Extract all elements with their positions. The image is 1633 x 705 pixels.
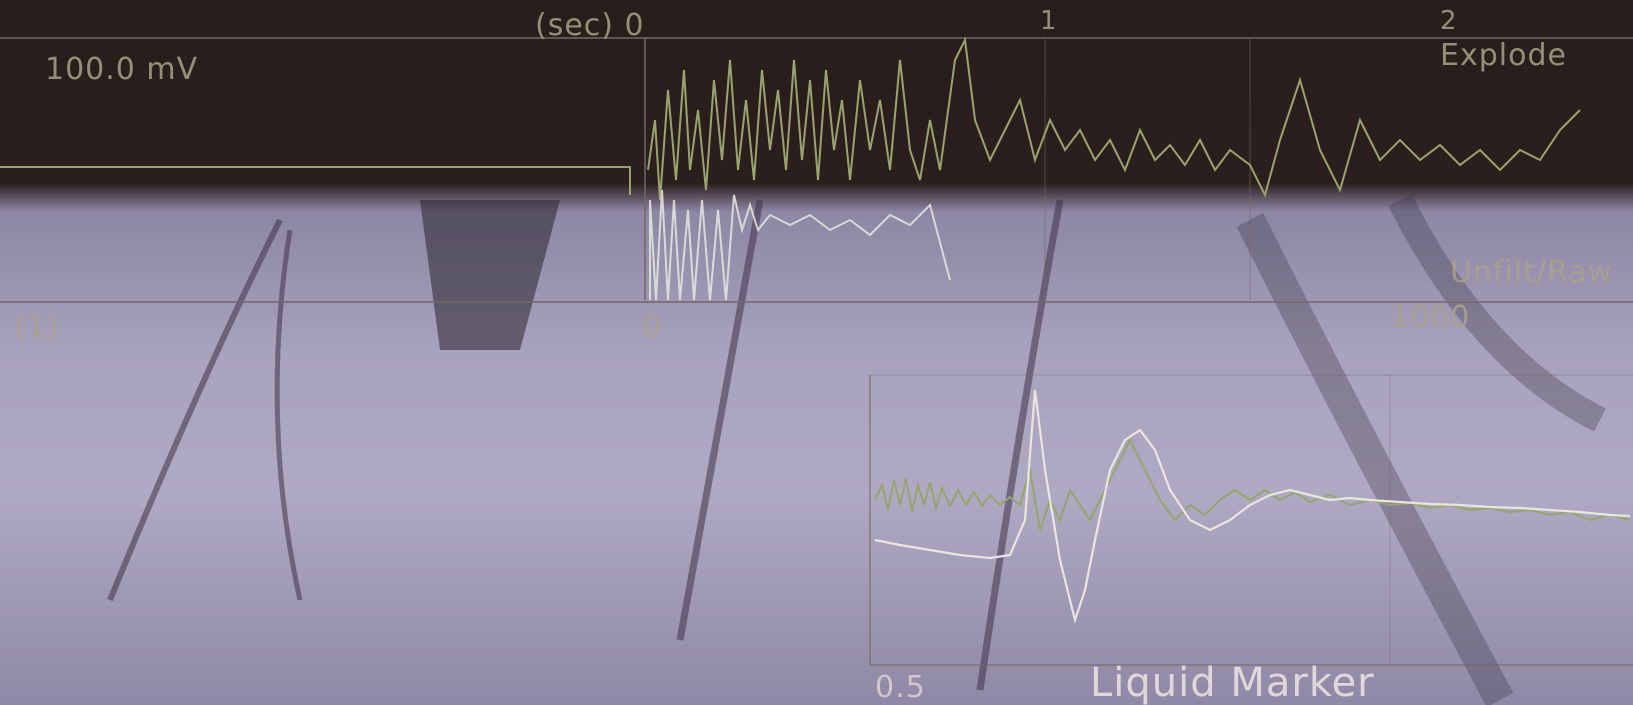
tree-reflection (107, 194, 1606, 705)
time-tick-2: 2 (1440, 6, 1458, 36)
scale-label: Unfilt/Raw (1450, 255, 1614, 290)
bottom-axis-start-label: 0.5 (875, 670, 926, 705)
top-axis-start-label: 0 (642, 310, 663, 345)
channel-label: (1) (14, 310, 60, 345)
top-panel-white-trace (649, 189, 951, 301)
mode-label: Explode (1440, 38, 1567, 73)
top-panel-frame (0, 37, 1633, 303)
left-baseline-trace (0, 166, 631, 195)
time-unit-label: (sec) 0 (535, 8, 645, 43)
top-panel-green-trace (647, 36, 1581, 201)
top-axis-end-label: 1000 (1390, 300, 1471, 335)
amplitude-label: 100.0 mV (45, 52, 199, 87)
time-tick-1: 1 (1040, 6, 1058, 36)
bottom-panel-frame (869, 374, 1633, 666)
bottom-panel-title: Liquid Marker (1090, 660, 1375, 705)
bottom-panel-white-trace (874, 389, 1631, 624)
bottom-panel-green-trace (874, 437, 1631, 531)
